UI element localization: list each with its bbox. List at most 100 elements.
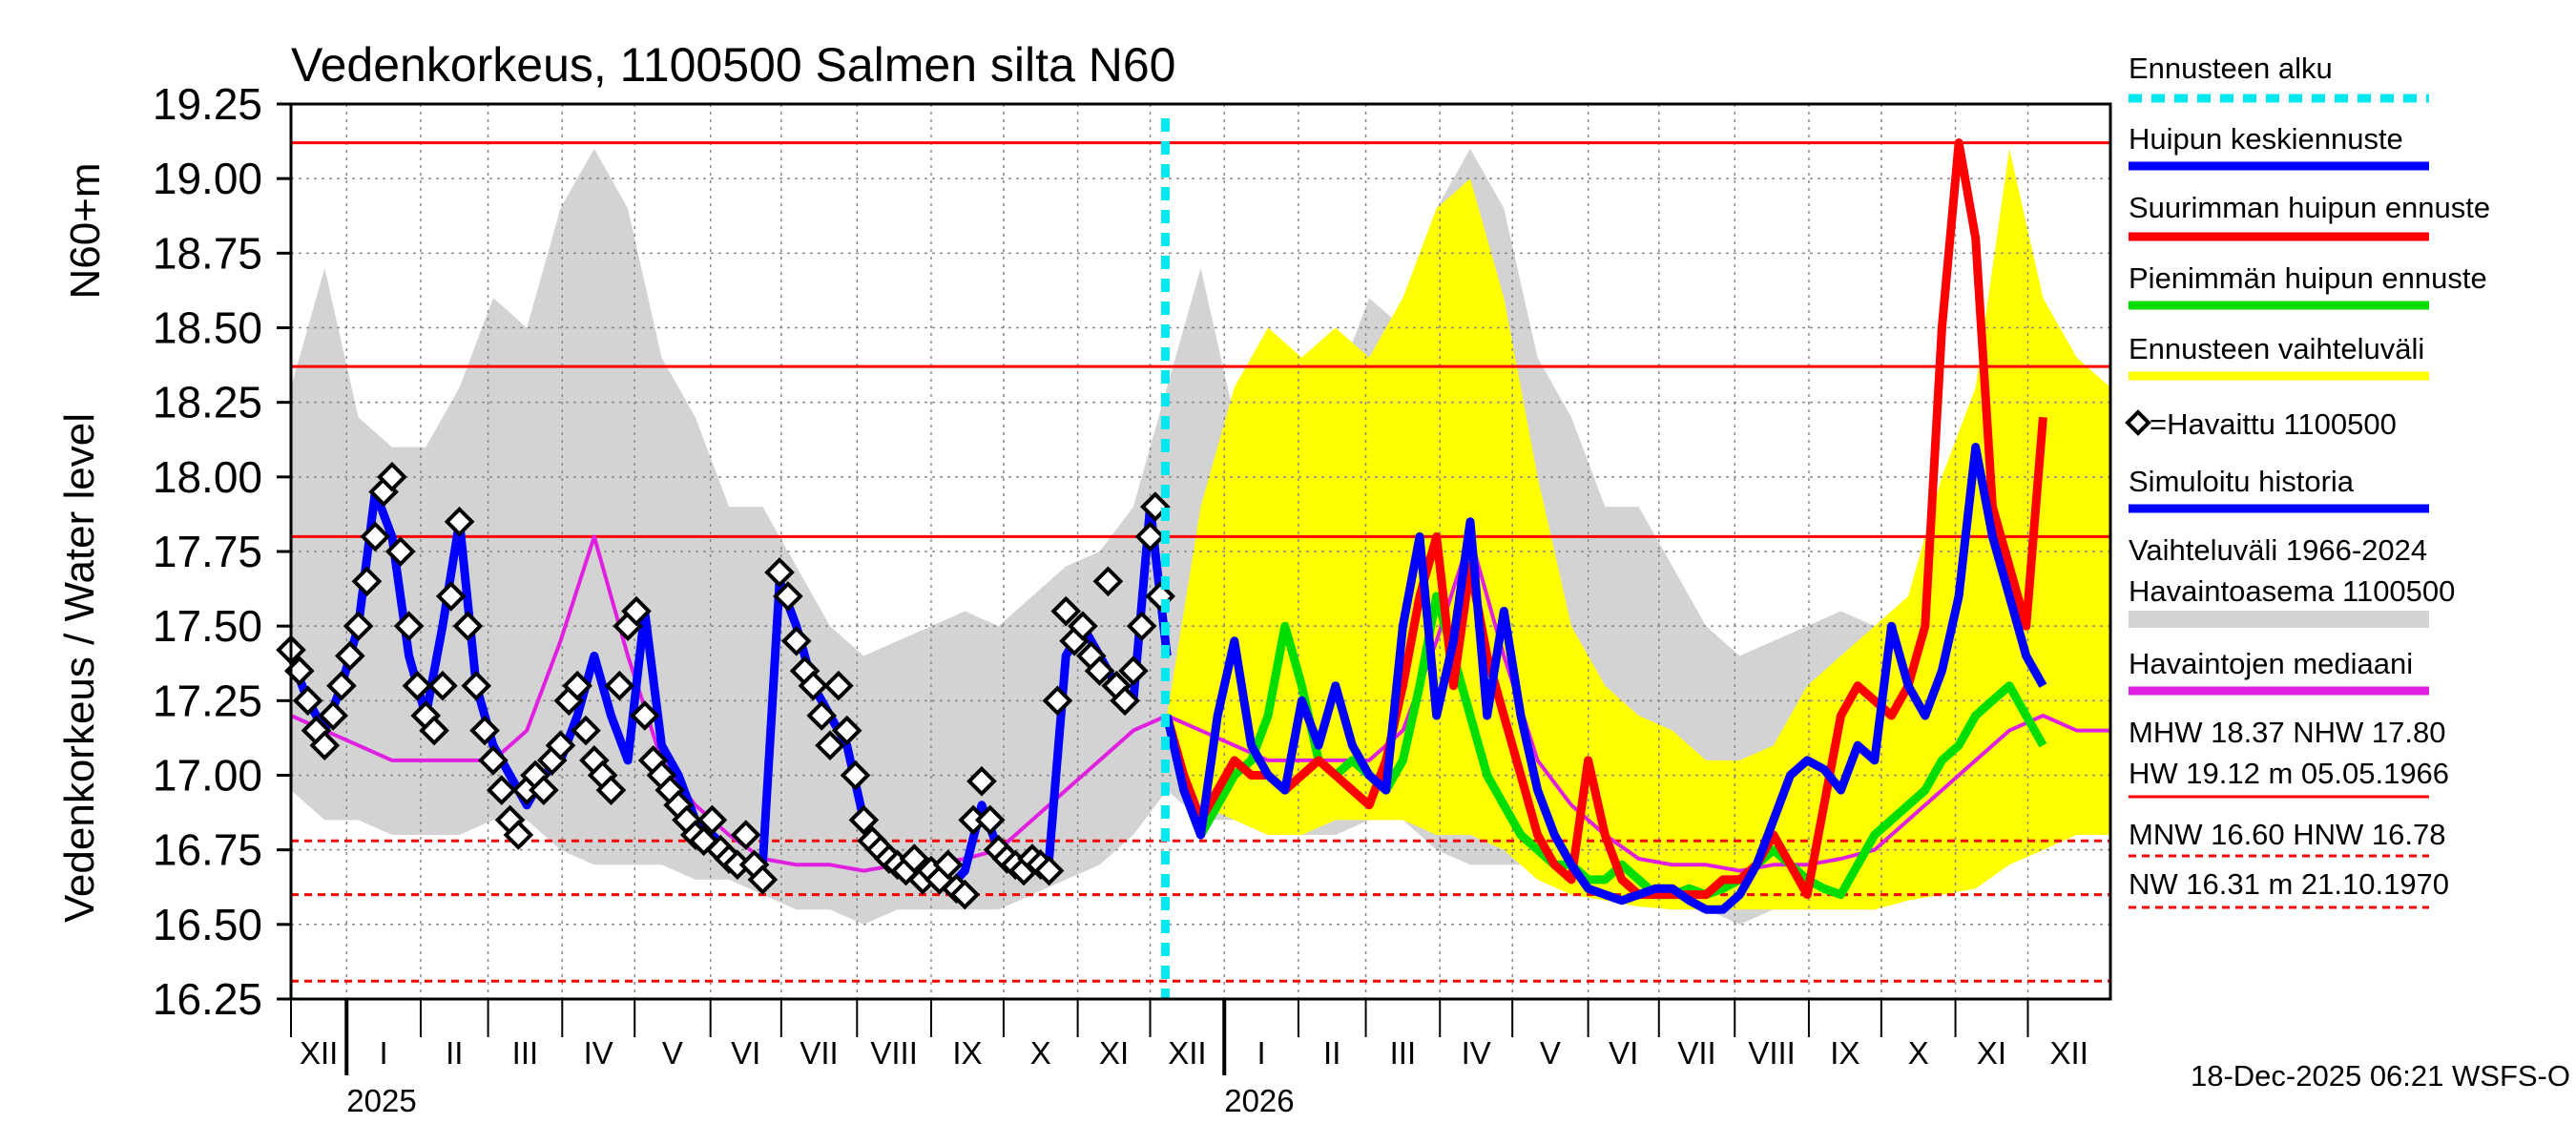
series-suurimman-huipun-ennuste — [1162, 138, 2047, 900]
observed-point — [1110, 685, 1140, 717]
x-month-label: X — [1908, 1035, 1929, 1071]
observed-point — [478, 745, 509, 776]
observed-point — [1126, 611, 1157, 641]
observed-point — [604, 670, 635, 701]
observed-point — [831, 715, 862, 746]
y-tick-label: 19.25 — [153, 79, 262, 129]
stats-block: MHW 18.37 NHW 17.80 HW 19.12 m 05.05.196… — [2129, 716, 2449, 909]
observed-point — [773, 581, 803, 612]
observed-point — [974, 804, 1006, 836]
observed-point — [360, 521, 391, 552]
observed-point — [899, 843, 930, 874]
x-month-label: V — [1540, 1035, 1561, 1071]
observed-point — [402, 670, 433, 701]
x-month-label: IX — [952, 1035, 982, 1071]
y-tick-label: 18.25 — [153, 378, 262, 427]
stats-line-4: NW 16.31 m 21.10.1970 — [2129, 867, 2449, 901]
observed-point — [815, 730, 845, 761]
observed-point — [595, 775, 627, 805]
x-year-label: 2025 — [346, 1083, 416, 1118]
x-month-label: XII — [300, 1035, 338, 1071]
x-month-label: II — [1323, 1035, 1340, 1071]
y-tick-label: 17.25 — [153, 676, 262, 725]
legend-ennusteen-alku-label: Ennusteen alku — [2129, 52, 2333, 85]
x-month-label: I — [380, 1035, 388, 1071]
x-month-label: I — [1257, 1035, 1265, 1071]
observed-point — [747, 864, 779, 895]
observed-point — [452, 611, 484, 641]
observed-point — [629, 700, 660, 731]
observed-point — [848, 804, 880, 836]
stats-line-1: MHW 18.37 NHW 17.80 — [2129, 716, 2446, 749]
y-tick-label: 18.50 — [153, 303, 262, 353]
observed-point — [562, 670, 593, 701]
x-month-label: III — [1390, 1035, 1417, 1071]
observed-point — [419, 715, 449, 746]
observed-point — [1050, 595, 1082, 627]
legend-havaittu-1100500-marker — [2125, 409, 2151, 436]
observed-point — [823, 670, 854, 701]
observed-point — [334, 640, 365, 672]
observed-point — [1084, 656, 1115, 686]
y-tick-label: 18.75 — [153, 228, 262, 278]
observed-point — [351, 566, 383, 597]
y-axis-unit: N60+m — [62, 162, 109, 299]
x-month-label: X — [1030, 1035, 1051, 1071]
legend-vaihteluv-li-1966-2024-label: Vaihteluväli 1966-2024 — [2129, 533, 2427, 567]
legend-ennusteen-vaihteluv-li-label: Ennusteen vaihteluväli — [2129, 332, 2424, 365]
y-tick-label: 16.75 — [153, 825, 262, 875]
observed-point — [730, 820, 761, 850]
x-axis: XII I II III IV V VI VII VIII IX X XI XII I II III IV V VI… — [290, 999, 2088, 1118]
stats-line-3: MNW 16.60 HNW 16.78 — [2129, 818, 2446, 851]
x-month-label: VIII — [870, 1035, 918, 1071]
stats-line-2: HW 19.12 m 05.05.1966 — [2129, 757, 2449, 790]
observed-point — [384, 536, 416, 567]
observed-point — [435, 581, 467, 612]
observed-point — [461, 670, 492, 701]
y-tick-label: 18.00 — [153, 452, 262, 502]
x-month-label: VI — [1609, 1035, 1638, 1071]
x-month-label: III — [512, 1035, 539, 1071]
x-month-label: IV — [584, 1035, 613, 1071]
x-month-label: XI — [1099, 1035, 1129, 1071]
y-tick-label: 19.00 — [153, 154, 262, 203]
observed-point — [1092, 566, 1124, 597]
observed-point — [444, 506, 475, 537]
y-tick-label: 16.50 — [153, 900, 262, 949]
legend-huipun-keskiennuste-label: Huipun keskiennuste — [2129, 122, 2403, 156]
x-month-label: VIII — [1748, 1035, 1796, 1071]
y-tick-label: 16.25 — [153, 974, 262, 1024]
observed-point — [529, 775, 559, 805]
x-month-label: IV — [1462, 1035, 1491, 1071]
x-month-label: XII — [1168, 1035, 1206, 1071]
observed-point — [1068, 611, 1098, 641]
observed-point — [932, 849, 964, 881]
observed-point — [621, 595, 652, 627]
x-month-label: IX — [1830, 1035, 1859, 1071]
series-havaintojen-mediaani — [290, 534, 2110, 873]
legend-pienimm-n-huipun-ennuste-label: Pienimmän huipun ennuste — [2129, 261, 2487, 295]
observed-point — [1118, 656, 1149, 686]
legend: Ennusteen alku Huipun keskiennuste Suurimm… — [2125, 52, 2490, 696]
y-tick-label: 17.00 — [153, 751, 262, 801]
observed-point — [393, 611, 425, 641]
observed-point — [764, 557, 795, 588]
legend-havaittu-1100500-label: =Havaittu 1100500 — [2150, 407, 2397, 441]
x-year-label: 2026 — [1224, 1083, 1294, 1118]
legend-havaintojen-mediaani-label: Havaintojen mediaani — [2129, 647, 2413, 680]
x-month-label: V — [662, 1035, 683, 1071]
x-month-label: VII — [800, 1035, 838, 1071]
x-month-label: XI — [1977, 1035, 2006, 1071]
observed-point — [343, 611, 374, 641]
observed-point — [427, 670, 458, 701]
x-month-label: VII — [1677, 1035, 1715, 1071]
y-axis-label: Vedenkorkeus / Water level — [56, 413, 103, 923]
observed-point — [318, 700, 348, 731]
observed-point — [469, 715, 500, 746]
legend-havaintoasema-1100500-label: Havaintoasema 1100500 — [2129, 574, 2455, 608]
observed-point — [545, 730, 576, 761]
observed-markers — [276, 462, 1175, 910]
observed-point — [949, 879, 981, 910]
observed-point — [377, 462, 407, 492]
